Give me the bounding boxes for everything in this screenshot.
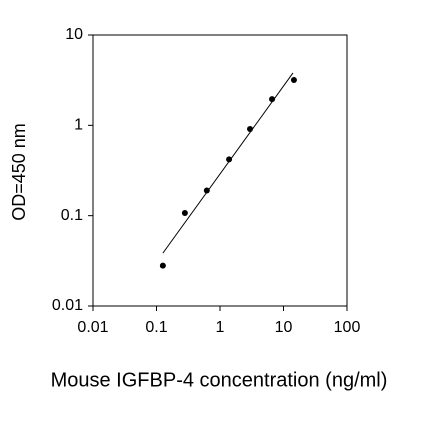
x-tick-label: 100 (334, 319, 361, 336)
data-point (226, 156, 233, 163)
y-axis-label: OD=450 nm (9, 123, 29, 221)
data-point (247, 126, 254, 133)
data-point (203, 187, 210, 194)
x-tick-label: 10 (275, 319, 293, 336)
y-tick-label: 0.01 (52, 297, 83, 314)
fit-line (162, 72, 294, 254)
y-tick-label: 10 (65, 26, 83, 43)
x-axis-label: Mouse IGFBP-4 concentration (ng/ml) (51, 369, 388, 391)
data-point (290, 76, 297, 83)
x-tick-label: 1 (216, 319, 225, 336)
y-tick-label: 0.1 (61, 207, 83, 224)
data-point (269, 96, 276, 103)
x-tick-label: 0.1 (145, 319, 167, 336)
y-tick-label: 1 (74, 117, 83, 134)
plot-frame (92, 34, 348, 307)
x-tick-label: 0.01 (77, 319, 108, 336)
data-point (181, 210, 188, 217)
data-point (159, 262, 166, 269)
